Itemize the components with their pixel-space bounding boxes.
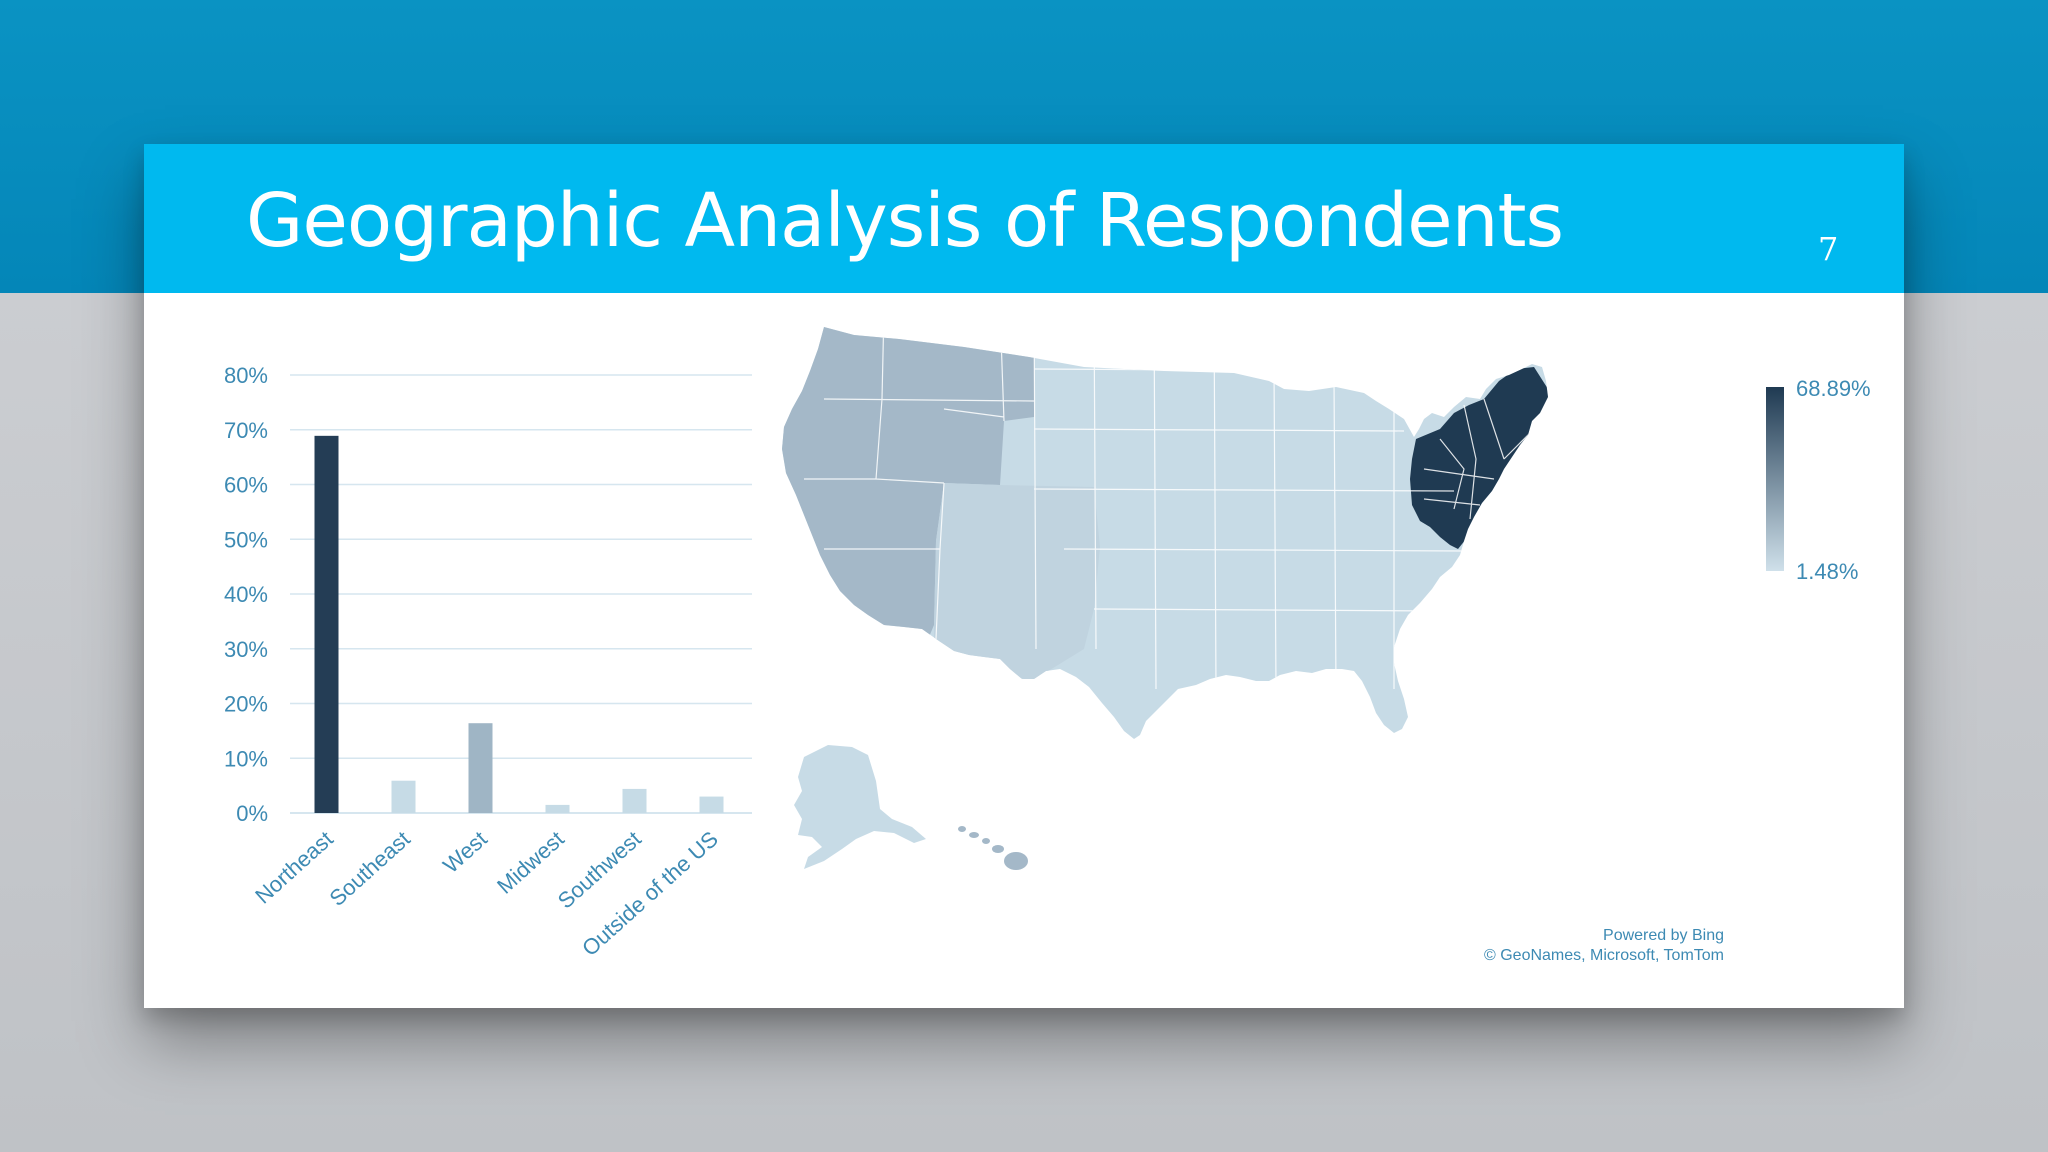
bar-y-tick-label: 10%	[224, 746, 268, 771]
us-map	[782, 327, 1548, 870]
bar-y-tick-label: 50%	[224, 527, 268, 552]
bar-grid	[290, 374, 752, 814]
map-attribution: Powered by Bing © GeoNames, Microsoft, T…	[1394, 926, 1724, 966]
bar-y-tick-label: 40%	[224, 582, 268, 607]
bar-y-tick-label: 70%	[224, 418, 268, 443]
bar-category-label: Northeast	[250, 826, 338, 908]
legend-min-label: 1.48%	[1796, 559, 1858, 579]
legend-gradient-bar	[1766, 387, 1784, 571]
bar-y-tick-label: 30%	[224, 637, 268, 662]
page-number: 7	[1818, 230, 1839, 268]
attribution-powered-by: Powered by Bing	[1603, 927, 1724, 944]
bar-west	[468, 723, 493, 813]
bar-chart: 0% 10% 20% 30% 40% 50% 60% 70% 80% NortheastSout…	[224, 363, 752, 961]
map-legend: 68.89% 1.48%	[1766, 376, 1871, 579]
bar-y-tick-label: 0%	[236, 801, 268, 826]
map-alaska	[794, 745, 926, 869]
map-hawaii	[958, 826, 1028, 870]
bar-category-label: West	[438, 826, 492, 878]
bar-y-tick-label: 20%	[224, 692, 268, 717]
bar-y-tick-labels: 0% 10% 20% 30% 40% 50% 60% 70% 80%	[224, 363, 268, 826]
bar-y-tick-label: 80%	[224, 363, 268, 388]
map-region-west	[782, 327, 1034, 649]
bar-category-label: Outside of the US	[577, 826, 723, 961]
map-region-northeast	[1410, 367, 1548, 549]
bar-southwest	[622, 788, 647, 813]
bar-northeast	[314, 435, 339, 813]
bar-y-tick-label: 60%	[224, 473, 268, 498]
slide: Geographic Analysis of Respondents 7 0% 1…	[144, 144, 1904, 1008]
bar-southeast	[391, 780, 416, 813]
title-bar: Geographic Analysis of Respondents 7	[144, 144, 1904, 293]
map-region-southwest	[934, 483, 1100, 681]
bar-marks	[314, 435, 724, 813]
bar-category-label: Southeast	[324, 826, 414, 911]
bar-midwest	[545, 804, 570, 813]
bar-outside-of-the-us	[699, 796, 724, 813]
legend-max-label: 68.89%	[1796, 376, 1871, 401]
bar-category-label: Midwest	[492, 826, 569, 899]
attribution-sources: © GeoNames, Microsoft, TomTom	[1484, 947, 1724, 964]
slide-title: Geographic Analysis of Respondents	[246, 178, 1564, 264]
